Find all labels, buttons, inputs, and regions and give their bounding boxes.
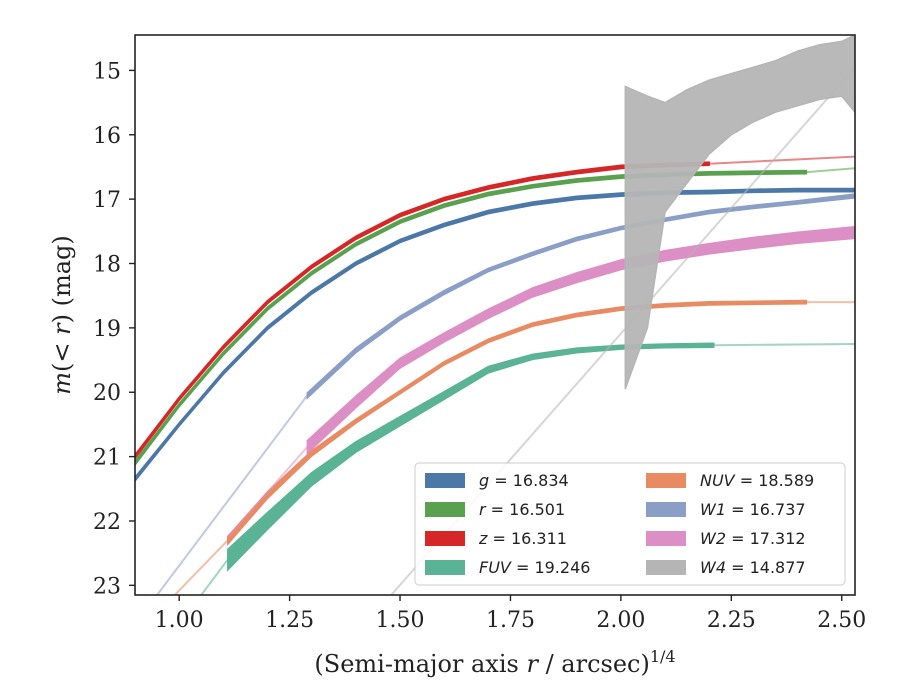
legend-label: r = 16.501	[479, 500, 565, 519]
y-tick-label: 16	[93, 124, 121, 149]
legend-label: W1 = 16.737	[700, 500, 806, 519]
x-tick-label: 1.00	[155, 608, 204, 633]
y-tick-label: 18	[93, 253, 121, 278]
legend-swatch	[425, 531, 465, 546]
series-w1	[156, 193, 855, 595]
legend-swatch	[425, 560, 465, 575]
profile-band-z	[135, 161, 710, 460]
y-tick-label: 22	[93, 510, 121, 535]
legend-label: W2 = 17.312	[700, 529, 806, 548]
legend-swatch	[425, 473, 465, 488]
legend-box	[414, 462, 846, 586]
y-axis-label: m(< r) (mag)	[48, 235, 76, 395]
series-w2	[227, 226, 855, 538]
legend-label: NUV = 18.589	[700, 471, 814, 490]
legend-swatch	[646, 531, 686, 546]
profile-band-fuv	[227, 342, 715, 572]
y-tick-label: 19	[93, 317, 121, 342]
x-tick-label: 1.75	[486, 608, 535, 633]
y-tick-label: 21	[93, 446, 121, 471]
profile-band-w2	[306, 226, 855, 456]
y-tick-label: 17	[93, 188, 121, 213]
legend-item-z: z = 16.311	[425, 529, 567, 548]
legend-label: z = 16.311	[478, 529, 567, 548]
legend-swatch	[646, 473, 686, 488]
legend-item-w2: W2 = 17.312	[646, 529, 806, 548]
axes: 1.00 1.25 1.50 1.75 2.00 2.25 2.50 15 16 17 18 19 20…	[48, 34, 866, 678]
series-g	[135, 187, 855, 483]
legend-item-fuv: FUV = 19.246	[425, 558, 590, 577]
legend-swatch	[646, 560, 686, 575]
legend-swatch	[425, 502, 465, 517]
profile-band-g	[135, 187, 855, 483]
profile-band-r	[135, 169, 808, 467]
x-tick-label: 1.25	[265, 608, 314, 633]
x-tick-label: 2.50	[817, 608, 866, 633]
legend: g = 16.834 r = 16.501 z = 16.311 FUV = 19.2…	[414, 462, 846, 586]
x-tick-label: 1.50	[376, 608, 425, 633]
x-axis-label: (Semi-major axis r / arcsec)1/4	[314, 647, 675, 678]
y-tick-label: 20	[93, 381, 121, 406]
series-nuv	[174, 299, 855, 595]
legend-item-r: r = 16.501	[425, 500, 565, 519]
x-tick-label: 2.25	[707, 608, 756, 633]
legend-item-w4: W4 = 14.877	[646, 558, 806, 577]
series-r	[135, 167, 855, 467]
x-tick-label: 2.00	[596, 608, 645, 633]
legend-item-nuv: NUV = 18.589	[646, 471, 814, 490]
legend-swatch	[646, 502, 686, 517]
profile-band-w4	[624, 35, 855, 390]
legend-item-g: g = 16.834	[425, 471, 569, 490]
y-tick-label: 23	[93, 574, 121, 599]
plot-frame	[134, 34, 856, 596]
profile-band-nuv	[227, 299, 808, 547]
legend-label: FUV = 19.246	[479, 558, 590, 577]
profile-band-w1	[306, 193, 855, 400]
legend-label: g = 16.834	[479, 471, 569, 490]
y-tick-label: 15	[93, 59, 121, 84]
series-fuv	[200, 342, 855, 595]
legend-item-w1: W1 = 16.737	[646, 500, 806, 519]
legend-label: W4 = 14.877	[700, 558, 806, 577]
